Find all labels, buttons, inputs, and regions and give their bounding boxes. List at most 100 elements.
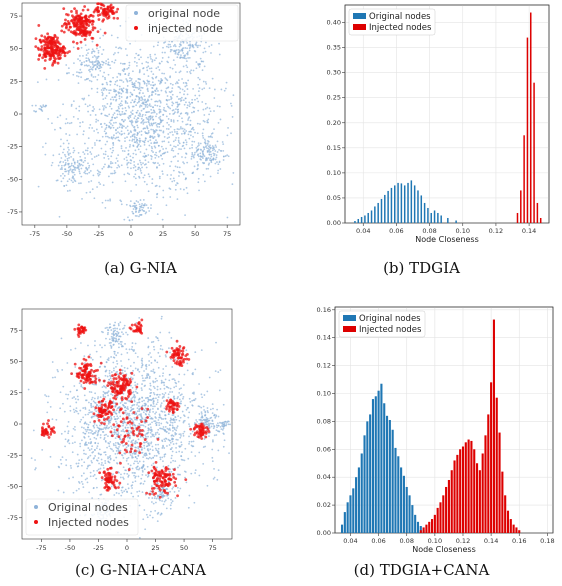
scatter-point bbox=[87, 48, 90, 51]
scatter-point bbox=[179, 87, 182, 90]
scatter-point bbox=[82, 472, 85, 475]
scatter-point bbox=[80, 426, 83, 429]
scatter-point bbox=[132, 495, 135, 498]
scatter-point bbox=[142, 204, 145, 207]
scatter-point bbox=[105, 94, 108, 97]
scatter-point bbox=[127, 358, 130, 361]
scatter-point bbox=[196, 46, 199, 49]
scatter-point bbox=[206, 390, 209, 393]
scatter-point bbox=[214, 162, 217, 165]
scatter-point bbox=[93, 142, 96, 144]
scatter-point bbox=[163, 384, 166, 387]
scatter-point bbox=[129, 445, 132, 448]
y-tick-label: 0.20 bbox=[327, 119, 341, 127]
scatter-point bbox=[167, 386, 170, 389]
scatter-point bbox=[131, 440, 133, 442]
scatter-point bbox=[151, 449, 154, 452]
scatter-point bbox=[162, 428, 165, 431]
scatter-point bbox=[176, 130, 178, 133]
legend-box bbox=[348, 8, 436, 36]
scatter-point bbox=[69, 168, 72, 171]
scatter-point bbox=[182, 360, 185, 364]
scatter-point bbox=[139, 168, 142, 170]
scatter-point bbox=[208, 146, 211, 149]
scatter-point bbox=[89, 13, 93, 17]
scatter-point bbox=[183, 147, 186, 150]
series-1-points bbox=[40, 318, 211, 499]
scatter-point bbox=[84, 380, 88, 384]
scatter-point bbox=[84, 413, 87, 416]
scatter-point bbox=[91, 445, 94, 448]
scatter-point bbox=[186, 369, 189, 372]
scatter-point bbox=[112, 400, 115, 403]
scatter-point bbox=[157, 419, 160, 421]
scatter-point bbox=[107, 390, 110, 392]
scatter-point bbox=[230, 132, 232, 135]
scatter-point bbox=[101, 105, 104, 107]
scatter-point bbox=[92, 475, 95, 478]
scatter-point bbox=[56, 45, 60, 49]
scatter-point bbox=[155, 154, 158, 157]
scatter-point bbox=[178, 388, 181, 390]
scatter-point bbox=[84, 157, 87, 159]
scatter-point bbox=[70, 164, 73, 167]
scatter-point bbox=[188, 423, 190, 425]
scatter-point bbox=[102, 467, 105, 469]
scatter-point bbox=[113, 337, 116, 340]
scatter-point bbox=[164, 90, 167, 93]
scatter-point bbox=[119, 340, 122, 343]
scatter-point bbox=[169, 66, 172, 69]
scatter-point bbox=[178, 450, 181, 453]
scatter-point bbox=[78, 105, 81, 108]
scatter-point bbox=[101, 135, 104, 138]
scatter-point bbox=[158, 424, 161, 427]
scatter-point bbox=[132, 145, 135, 147]
scatter-point bbox=[171, 378, 174, 381]
scatter-point bbox=[173, 427, 176, 429]
scatter-point bbox=[70, 103, 73, 106]
scatter-point bbox=[102, 18, 106, 22]
scatter-point bbox=[150, 84, 152, 86]
scatter-point bbox=[89, 170, 92, 172]
scatter-point bbox=[194, 98, 196, 101]
scatter-point bbox=[178, 175, 180, 177]
scatter-point bbox=[188, 137, 191, 140]
scatter-point bbox=[134, 128, 137, 131]
scatter-point bbox=[120, 164, 123, 167]
scatter-point bbox=[76, 20, 80, 24]
scatter-point bbox=[109, 103, 112, 106]
scatter-point bbox=[222, 155, 225, 158]
scatter-point bbox=[147, 405, 150, 407]
scatter-point bbox=[70, 467, 73, 469]
scatter-point bbox=[84, 358, 88, 362]
scatter-point bbox=[110, 137, 113, 139]
scatter-point bbox=[111, 12, 115, 16]
scatter-point bbox=[81, 29, 84, 33]
scatter-point bbox=[216, 426, 218, 429]
scatter-point bbox=[122, 457, 125, 459]
scatter-point bbox=[47, 395, 50, 398]
scatter-point bbox=[102, 8, 105, 12]
scatter-point bbox=[129, 410, 132, 413]
scatter-point bbox=[172, 177, 175, 180]
scatter-point bbox=[55, 48, 59, 52]
scatter-point bbox=[99, 46, 101, 48]
scatter-point bbox=[99, 123, 102, 126]
scatter-point bbox=[134, 56, 136, 59]
scatter-point bbox=[65, 133, 68, 135]
scatter-point bbox=[55, 418, 58, 421]
scatter-point bbox=[100, 89, 103, 91]
scatter-point bbox=[130, 131, 132, 134]
scatter-point bbox=[104, 153, 107, 156]
scatter-point bbox=[194, 397, 197, 400]
scatter-point bbox=[109, 83, 112, 86]
scatter-point bbox=[169, 76, 171, 79]
y-tick-label: -75 bbox=[7, 208, 18, 216]
histogram-bar bbox=[407, 182, 409, 223]
scatter-point bbox=[157, 66, 160, 68]
scatter-point bbox=[175, 136, 177, 139]
scatter-point bbox=[184, 354, 188, 358]
scatter-point bbox=[64, 163, 67, 166]
scatter-point bbox=[67, 153, 70, 155]
scatter-point bbox=[202, 60, 205, 63]
